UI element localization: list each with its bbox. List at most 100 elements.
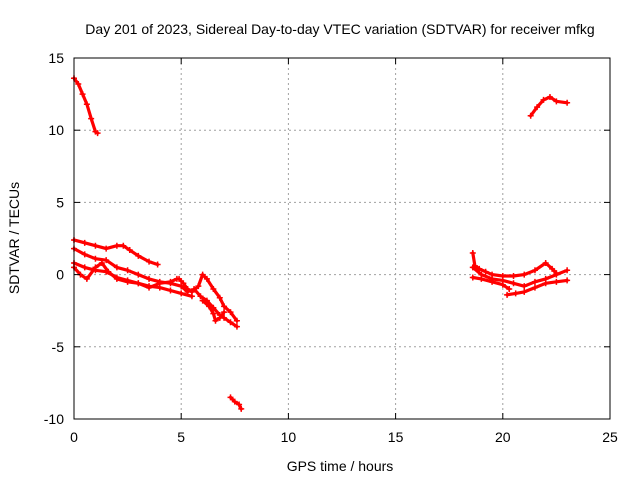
data-point bbox=[191, 286, 198, 293]
data-point bbox=[124, 267, 131, 274]
data-point bbox=[469, 249, 476, 256]
data-point bbox=[236, 401, 243, 408]
data-point bbox=[231, 398, 238, 405]
data-point bbox=[197, 293, 204, 300]
data-point bbox=[506, 286, 513, 293]
data-point bbox=[510, 273, 517, 280]
data-point bbox=[221, 309, 228, 316]
data-point bbox=[546, 93, 553, 100]
data-point bbox=[203, 275, 210, 282]
data-point bbox=[113, 242, 120, 249]
data-point bbox=[88, 115, 95, 122]
data-point bbox=[534, 104, 541, 111]
data-point bbox=[564, 267, 571, 274]
y-tick-label: -10 bbox=[44, 411, 64, 427]
data-point bbox=[549, 265, 556, 272]
x-axis: 0 5 10 15 20 25 bbox=[70, 58, 618, 445]
x-tick-label: 25 bbox=[602, 429, 618, 445]
data-point bbox=[103, 257, 110, 264]
data-point bbox=[94, 130, 101, 137]
y-axis: -10 -5 0 5 10 15 bbox=[44, 50, 610, 427]
y-tick-label: -5 bbox=[52, 339, 65, 355]
series-layer bbox=[71, 75, 571, 412]
data-point bbox=[212, 317, 219, 324]
data-point bbox=[199, 271, 206, 278]
x-axis-label: GPS time / hours bbox=[287, 458, 394, 474]
data-point bbox=[195, 283, 202, 290]
data-point bbox=[553, 278, 560, 285]
data-point bbox=[564, 99, 571, 106]
data-point bbox=[512, 290, 519, 297]
data-point bbox=[499, 281, 506, 288]
y-tick-label: 10 bbox=[48, 122, 64, 138]
data-point bbox=[178, 290, 185, 297]
y-tick-label: 5 bbox=[56, 194, 64, 210]
data-point bbox=[120, 242, 127, 249]
data-point bbox=[105, 268, 112, 275]
grid bbox=[74, 58, 610, 419]
data-point bbox=[75, 80, 82, 87]
data-point bbox=[167, 287, 174, 294]
data-point bbox=[504, 291, 511, 298]
data-point bbox=[233, 323, 240, 330]
data-point bbox=[210, 310, 217, 317]
y-tick-label: 0 bbox=[56, 267, 64, 283]
data-point bbox=[482, 268, 489, 275]
data-point bbox=[146, 258, 153, 265]
data-point bbox=[238, 405, 245, 412]
data-point bbox=[199, 297, 206, 304]
data-point bbox=[540, 96, 547, 103]
data-point bbox=[478, 275, 485, 282]
data-point bbox=[79, 91, 86, 98]
data-point bbox=[227, 319, 234, 326]
data-point bbox=[167, 278, 174, 285]
data-point bbox=[521, 271, 528, 278]
data-point bbox=[531, 278, 538, 285]
data-point bbox=[542, 280, 549, 287]
data-point bbox=[176, 275, 183, 282]
series-arc-2 bbox=[72, 238, 160, 267]
data-point bbox=[83, 101, 90, 108]
data-point bbox=[233, 317, 240, 324]
y-axis-label: SDTVAR / TECUs bbox=[6, 182, 22, 294]
data-point bbox=[113, 264, 120, 271]
data-point bbox=[146, 275, 153, 282]
data-point bbox=[521, 283, 528, 290]
data-point bbox=[135, 252, 142, 259]
data-point bbox=[156, 280, 163, 287]
data-point bbox=[227, 309, 234, 316]
data-point bbox=[210, 286, 217, 293]
data-point bbox=[98, 260, 105, 267]
data-point bbox=[216, 314, 223, 321]
data-point bbox=[92, 255, 99, 262]
data-point bbox=[206, 303, 213, 310]
series-arc-11 bbox=[471, 265, 569, 288]
data-point bbox=[531, 267, 538, 274]
data-point bbox=[564, 277, 571, 284]
data-point bbox=[135, 271, 142, 278]
data-point bbox=[103, 245, 110, 252]
data-point bbox=[92, 264, 99, 271]
data-point bbox=[154, 261, 161, 268]
data-point bbox=[527, 112, 534, 119]
data-point bbox=[92, 242, 99, 249]
data-point bbox=[83, 275, 90, 282]
series-arc-6 bbox=[177, 273, 239, 323]
data-point bbox=[81, 251, 88, 258]
data-point bbox=[531, 284, 538, 291]
plot-frame bbox=[73, 57, 611, 420]
data-point bbox=[553, 271, 560, 278]
data-point bbox=[135, 280, 142, 287]
data-point bbox=[216, 294, 223, 301]
data-point bbox=[469, 274, 476, 281]
data-point bbox=[126, 247, 133, 254]
series-arc-9 bbox=[228, 395, 243, 411]
data-point bbox=[180, 280, 187, 287]
data-point bbox=[184, 286, 191, 293]
x-tick-label: 20 bbox=[495, 429, 511, 445]
chart-title: Day 201 of 2023, Sidereal Day-to-day VTE… bbox=[85, 21, 594, 37]
data-point bbox=[146, 284, 153, 291]
data-point bbox=[542, 260, 549, 267]
x-tick-label: 10 bbox=[281, 429, 297, 445]
